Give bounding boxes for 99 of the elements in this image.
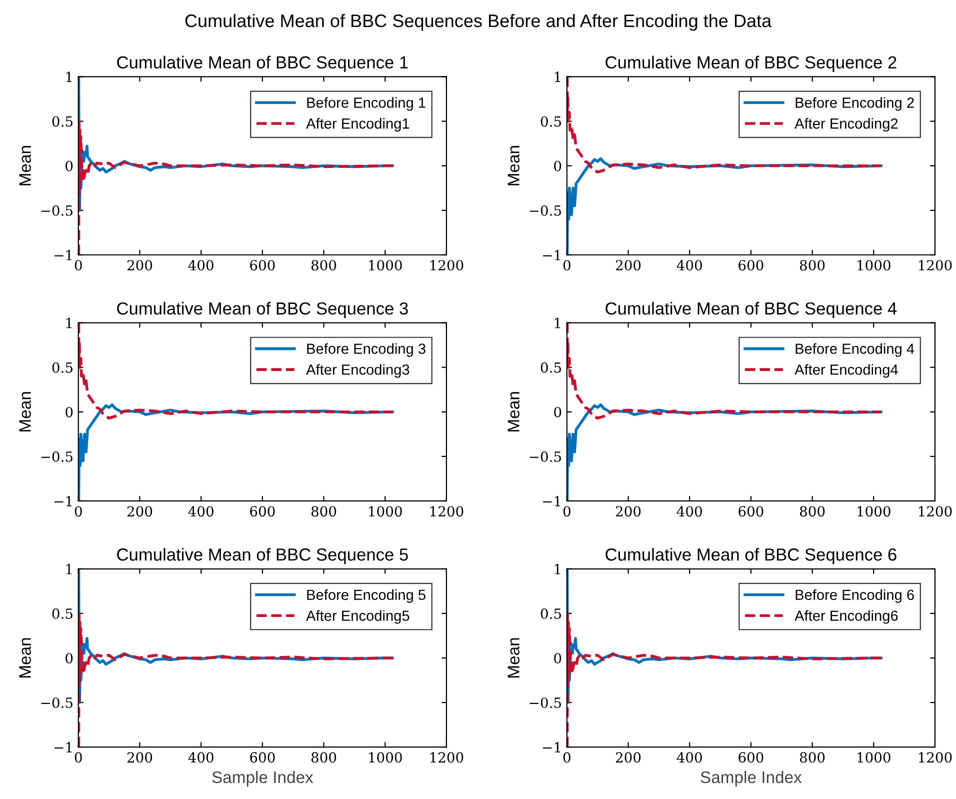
y-tick-label: 1 — [66, 72, 72, 82]
legend-label: After Encoding2 — [794, 118, 898, 132]
x-tick-label: 600 — [738, 260, 764, 270]
x-axis-title: Sample Index — [700, 770, 802, 786]
legend-label: Before Encoding 1 — [307, 97, 426, 111]
legend-label: Before Encoding 2 — [796, 97, 914, 111]
x-tick-label: 1200 — [430, 752, 464, 763]
x-tick-label: 1000 — [858, 506, 890, 517]
y-axis-title: Mean — [19, 638, 31, 678]
y-tick-label: 0.5 — [52, 116, 72, 127]
x-tick-label: 1200 — [430, 260, 464, 270]
x-tick-label: 400 — [676, 506, 702, 517]
y-tick-label: −0.5 — [530, 205, 561, 216]
y-tick-label: 0 — [66, 652, 73, 664]
x-tick-label: 200 — [127, 506, 152, 517]
y-tick-label: 0.5 — [540, 608, 561, 619]
x-tick-label: 1200 — [918, 506, 952, 517]
y-tick-label: 1 — [66, 564, 72, 574]
chart-title: Cumulative Mean of BBC Sequence 4 — [606, 302, 897, 318]
x-tick-label: 400 — [188, 752, 214, 763]
x-tick-label: 0 — [74, 506, 82, 517]
x-tick-label: 400 — [676, 260, 702, 270]
y-tick-label: −0.5 — [41, 205, 72, 216]
x-tick-label: 1000 — [858, 260, 890, 270]
y-axis-title: Mean — [508, 638, 520, 678]
legend-label: After Encoding3 — [306, 364, 410, 378]
x-tick-label: 1000 — [369, 752, 402, 763]
y-tick-label: 1 — [554, 72, 560, 82]
x-tick-label: 200 — [127, 752, 152, 763]
y-axis-title: Mean — [508, 146, 520, 186]
x-tick-label: 200 — [127, 260, 152, 270]
legend-label: After Encoding4 — [794, 364, 898, 378]
legend-label: After Encoding6 — [794, 610, 898, 624]
text: Cumulative Mean of BBC Sequences Before and After Encoding the Data — [185, 14, 772, 31]
x-tick-label: 0 — [563, 506, 570, 517]
chart-title: Cumulative Mean of BBC Sequence 1 — [117, 56, 408, 72]
legend-label: After Encoding5 — [306, 610, 410, 624]
x-tick-label: 800 — [800, 260, 825, 270]
x-tick-label: 1200 — [918, 260, 952, 270]
y-tick-label: 0.5 — [540, 116, 561, 127]
x-tick-label: 1000 — [858, 752, 890, 763]
chart-title: Cumulative Mean of BBC Sequence 3 — [117, 302, 408, 318]
x-tick-label: 0 — [563, 752, 570, 763]
y-tick-label: −1 — [543, 496, 560, 506]
x-tick-label: 1200 — [918, 752, 952, 763]
y-tick-label: −1 — [543, 742, 560, 752]
y-tick-label: −1 — [54, 742, 72, 752]
y-tick-label: 1 — [66, 318, 72, 328]
x-axis-title: Sample Index — [212, 770, 314, 786]
y-tick-label: 0 — [66, 406, 73, 418]
x-tick-label: 400 — [188, 506, 214, 517]
y-tick-label: 0.5 — [52, 362, 72, 373]
x-tick-label: 200 — [616, 506, 641, 517]
legend-label: Before Encoding 6 — [796, 589, 914, 603]
x-tick-label: 600 — [738, 506, 764, 517]
x-tick-label: 800 — [800, 752, 825, 763]
y-tick-label: 0.5 — [52, 608, 72, 619]
x-tick-label: 800 — [800, 506, 825, 517]
x-tick-label: 0 — [74, 752, 82, 763]
y-axis-title: Mean — [19, 146, 31, 186]
x-tick-label: 600 — [250, 752, 275, 763]
legend-label: Before Encoding 3 — [307, 343, 426, 357]
x-tick-label: 1000 — [369, 260, 402, 270]
y-tick-label: −0.5 — [41, 451, 72, 462]
x-tick-label: 800 — [311, 506, 336, 517]
x-tick-label: 1000 — [369, 506, 402, 517]
x-tick-label: 600 — [250, 260, 275, 270]
y-tick-label: −1 — [54, 250, 72, 260]
y-tick-label: −1 — [543, 250, 560, 260]
y-tick-label: 0 — [554, 652, 562, 664]
y-tick-label: −0.5 — [41, 697, 72, 708]
legend-label: Before Encoding 4 — [796, 343, 914, 357]
y-tick-label: 0 — [554, 406, 562, 418]
legend-label: After Encoding1 — [306, 118, 410, 132]
x-tick-label: 600 — [250, 506, 275, 517]
x-tick-label: 400 — [188, 260, 214, 270]
y-tick-label: −0.5 — [530, 697, 561, 708]
chart-title: Cumulative Mean of BBC Sequence 5 — [117, 548, 408, 564]
y-tick-label: 1 — [554, 318, 560, 328]
y-axis-title: Mean — [19, 392, 31, 432]
x-tick-label: 400 — [676, 752, 702, 763]
y-tick-label: −0.5 — [530, 451, 561, 462]
chart-title: Cumulative Mean of BBC Sequence 2 — [606, 56, 896, 72]
y-axis-title: Mean — [508, 392, 520, 432]
x-tick-label: 600 — [738, 752, 764, 763]
chart-title: Cumulative Mean of BBC Sequence 6 — [606, 548, 896, 564]
x-tick-label: 0 — [74, 260, 82, 270]
x-tick-label: 200 — [616, 752, 641, 763]
legend-label: Before Encoding 5 — [307, 589, 426, 603]
x-tick-label: 1200 — [430, 506, 464, 517]
y-tick-label: 0 — [66, 160, 73, 172]
y-tick-label: −1 — [54, 496, 72, 506]
x-tick-label: 800 — [311, 260, 336, 270]
y-tick-label: 1 — [554, 564, 560, 574]
x-tick-label: 200 — [616, 260, 641, 270]
y-tick-label: 0.5 — [540, 362, 561, 373]
x-tick-label: 800 — [311, 752, 336, 763]
y-tick-label: 0 — [554, 160, 562, 172]
x-tick-label: 0 — [563, 260, 570, 270]
